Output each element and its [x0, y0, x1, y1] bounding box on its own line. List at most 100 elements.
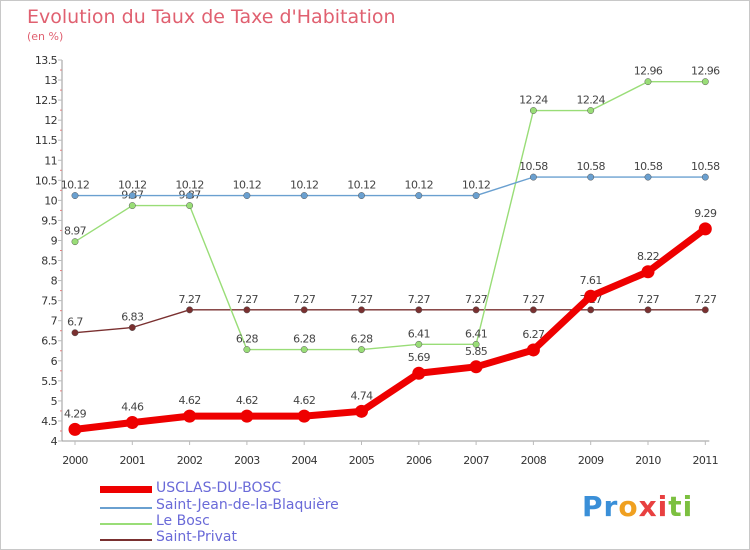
data-point: [701, 173, 709, 181]
data-label: 5.85: [465, 345, 488, 358]
data-point: [125, 416, 139, 430]
data-label: 4.62: [236, 394, 258, 407]
data-label: 10.12: [290, 179, 319, 192]
data-point: [701, 306, 709, 314]
x-tick-label: 2010: [635, 454, 661, 467]
data-point: [587, 107, 595, 114]
data-label: 4.74: [350, 389, 373, 402]
logo-letter: t: [668, 490, 683, 523]
legend-label-usclas: USCLAS-DU-BOSC: [156, 480, 282, 496]
data-label: 7.27: [350, 293, 373, 306]
data-point: [300, 192, 308, 200]
data-label: 4.62: [179, 394, 201, 407]
data-label: 4.29: [64, 407, 87, 420]
y-tick-label: 8.5: [41, 255, 57, 268]
data-point: [186, 306, 194, 314]
data-point: [472, 192, 480, 200]
data-point: [240, 409, 254, 423]
y-tick-label: 13: [44, 74, 57, 87]
data-point: [472, 306, 480, 314]
data-label: 10.58: [634, 160, 663, 173]
data-point: [358, 192, 365, 200]
data-point: [128, 192, 136, 200]
data-point: [644, 306, 652, 314]
data-label: 9.29: [694, 207, 717, 220]
legend-swatch-saint-privat: [100, 539, 152, 541]
data-point: [412, 366, 426, 380]
data-point: [297, 409, 311, 423]
data-point: [641, 265, 655, 279]
data-point: [128, 324, 136, 331]
data-label: 6.28: [236, 333, 259, 346]
x-tick-label: 2006: [406, 454, 432, 467]
data-label: 6.28: [293, 333, 316, 346]
logo-letter: i: [682, 490, 694, 523]
logo-letter: P: [582, 490, 604, 523]
legend-swatch-usclas: [100, 486, 152, 493]
x-tick-label: 2004: [291, 454, 317, 467]
data-label: 10.58: [576, 160, 605, 173]
data-point: [71, 238, 79, 246]
y-tick-label: 5.5: [41, 375, 57, 388]
data-label: 12.24: [576, 94, 605, 107]
y-tick-label: 11: [44, 154, 57, 167]
logo-letter: r: [603, 490, 619, 523]
x-tick-label: 2008: [521, 454, 547, 467]
data-label: 12.96: [691, 65, 720, 78]
y-tick-label: 4.5: [41, 415, 57, 428]
data-label: 6.28: [350, 333, 373, 346]
data-label: 7.27: [694, 293, 717, 306]
data-point: [243, 346, 251, 354]
x-tick-label: 2011: [692, 454, 718, 467]
data-point: [415, 192, 423, 200]
data-label: 10.12: [175, 179, 204, 192]
data-label: 10.12: [405, 179, 434, 192]
y-tick-label: 12.5: [35, 94, 58, 107]
chart-title: Evolution du Taux de Taxe d'Habitation: [27, 6, 396, 28]
data-label: 10.12: [61, 179, 90, 192]
data-point: [358, 346, 365, 354]
data-point: [186, 192, 194, 200]
data-label: 6.41: [465, 327, 487, 340]
y-tick-label: 9.5: [41, 214, 57, 227]
data-point: [128, 202, 136, 210]
legend-label-saint-jean: Saint-Jean-de-la-Blaquière: [156, 497, 339, 513]
data-label: 4.62: [293, 394, 315, 407]
y-tick-label: 5: [51, 395, 58, 408]
data-point: [300, 346, 308, 354]
data-label: 6.41: [408, 327, 430, 340]
data-label: 8.22: [637, 250, 659, 263]
data-label: 8.97: [64, 225, 87, 238]
legend-swatch-le-bosc: [100, 523, 152, 525]
data-point: [701, 78, 709, 86]
data-label: 12.24: [519, 94, 548, 107]
chart-subtitle: (en %): [27, 30, 64, 43]
logo-letter: i: [657, 490, 669, 523]
data-point: [587, 173, 595, 181]
data-label: 7.27: [179, 293, 202, 306]
x-tick-label: 2005: [349, 454, 375, 467]
legend-label-saint-privat: Saint-Privat: [156, 529, 237, 545]
data-point: [415, 306, 423, 314]
y-tick-label: 11.5: [35, 134, 58, 147]
x-tick-label: 2001: [119, 454, 145, 467]
y-tick-label: 4: [51, 435, 58, 448]
data-label: 4.46: [121, 401, 144, 414]
data-label: 7.27: [408, 293, 431, 306]
data-label: 12.96: [634, 65, 663, 78]
logo-letter: x: [638, 490, 658, 523]
data-label: 7.27: [465, 293, 488, 306]
data-point: [529, 306, 537, 314]
data-point: [698, 222, 712, 236]
logo-letter: o: [618, 490, 639, 523]
series-line: [74, 176, 706, 197]
y-tick-label: 7: [51, 315, 58, 328]
x-tick-label: 2002: [177, 454, 203, 467]
data-label: 10.12: [462, 179, 491, 192]
data-label: 6.27: [522, 328, 545, 341]
y-tick-label: 9: [51, 234, 58, 247]
data-point: [71, 329, 79, 337]
data-point: [584, 289, 598, 303]
series-line: [74, 309, 706, 334]
